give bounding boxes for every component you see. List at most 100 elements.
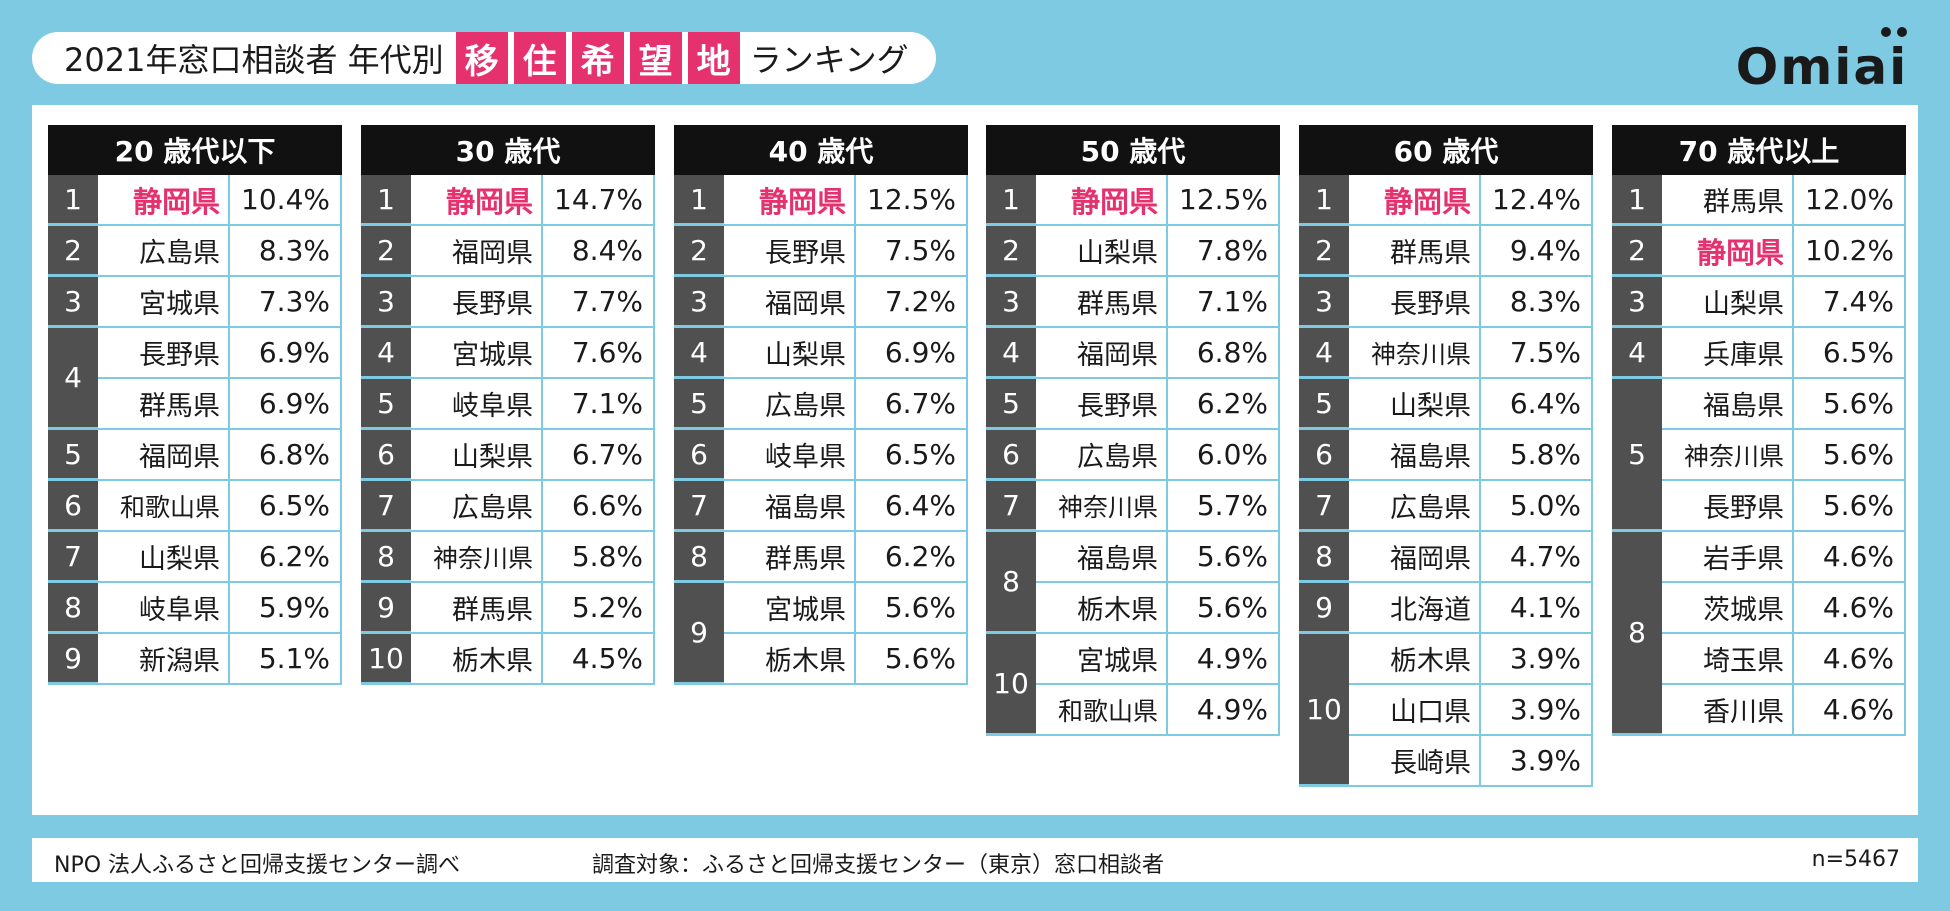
ranking-table: 30 歳代 1 静岡県 14.7% 2 福岡県 8.4% 3 長野県 7.7% 4 宮城県 7.6% 5 岐… xyxy=(361,125,655,685)
title-prefix: 2021年窓口相談者 年代別 xyxy=(64,41,444,79)
percentage-cell: 5.6% xyxy=(1168,583,1280,634)
rank-cell: 6 xyxy=(361,430,411,481)
rank-cell: 1 xyxy=(986,175,1036,226)
highlight-char: 移 xyxy=(455,32,508,84)
percentage-cell: 10.4% xyxy=(230,175,342,226)
percentage-cell: 10.2% xyxy=(1794,226,1906,277)
prefecture-cell: 栃木県 xyxy=(1349,634,1481,685)
ranking-table: 60 歳代 1 静岡県 12.4% 2 群馬県 9.4% 3 長野県 8.3% 4 神奈川県 7.5% 5… xyxy=(1299,125,1593,787)
rank-cell: 4 xyxy=(1612,328,1662,379)
percentage-cell: 6.8% xyxy=(230,430,342,481)
percentage-cell: 6.7% xyxy=(856,379,968,430)
prefecture-cell: 福島県 xyxy=(724,481,856,532)
percentage-cell: 6.9% xyxy=(230,379,342,430)
prefecture-cell: 和歌山県 xyxy=(98,481,230,532)
prefecture-cell: 神奈川県 xyxy=(1662,430,1794,481)
rank-cell: 2 xyxy=(48,226,98,277)
highlight-char: 地 xyxy=(687,32,740,84)
table-body: 1 静岡県 14.7% 2 福岡県 8.4% 3 長野県 7.7% 4 宮城県 7.6% 5 岐阜県 7.1… xyxy=(361,175,655,685)
footer: NPO 法人ふるさと回帰支援センター調べ 調査対象：ふるさと回帰支援センター（東… xyxy=(32,838,1918,882)
percentage-cell: 12.5% xyxy=(856,175,968,226)
rank-cell: 10 xyxy=(986,634,1036,736)
prefecture-cell: 山口県 xyxy=(1349,685,1481,736)
prefecture-cell: 静岡県 xyxy=(1036,175,1168,226)
rank-cell: 4 xyxy=(1299,328,1349,379)
prefecture-cell: 新潟県 xyxy=(98,634,230,685)
prefecture-cell: 神奈川県 xyxy=(1349,328,1481,379)
rank-cell: 2 xyxy=(1299,226,1349,277)
rank-cell: 2 xyxy=(361,226,411,277)
rank-cell: 9 xyxy=(48,634,98,685)
percentage-cell: 6.4% xyxy=(1481,379,1593,430)
rank-cell: 8 xyxy=(48,583,98,634)
title-suffix: ランキング xyxy=(749,41,909,79)
prefecture-cell: 山梨県 xyxy=(1349,379,1481,430)
prefecture-cell: 神奈川県 xyxy=(1036,481,1168,532)
prefecture-cell: 静岡県 xyxy=(724,175,856,226)
prefecture-cell: 福島県 xyxy=(1349,430,1481,481)
footer-target: 調査対象：ふるさと回帰支援センター（東京）窓口相談者 xyxy=(592,853,1165,878)
prefecture-cell: 岐阜県 xyxy=(98,583,230,634)
prefecture-cell: 栃木県 xyxy=(1036,583,1168,634)
percentage-cell: 6.0% xyxy=(1168,430,1280,481)
table-body: 1 静岡県 12.5% 2 長野県 7.5% 3 福岡県 7.2% 4 山梨県 6.9% 5 広島県 6.7… xyxy=(674,175,968,685)
prefecture-cell: 広島県 xyxy=(1036,430,1168,481)
rank-cell: 6 xyxy=(48,481,98,532)
rank-cell: 4 xyxy=(361,328,411,379)
prefecture-cell: 長野県 xyxy=(411,277,543,328)
ranking-table: 20 歳代以下 1 静岡県 10.4% 2 広島県 8.3% 3 宮城県 7.3% 4 長野県 6.9%… xyxy=(48,125,342,685)
percentage-cell: 5.6% xyxy=(1794,430,1906,481)
percentage-cell: 5.9% xyxy=(230,583,342,634)
percentage-cell: 4.6% xyxy=(1794,532,1906,583)
table-body: 1 静岡県 12.5% 2 山梨県 7.8% 3 群馬県 7.1% 4 福岡県 6.8% 5 長野県 6.2… xyxy=(986,175,1280,736)
percentage-cell: 6.7% xyxy=(543,430,655,481)
table-header: 50 歳代 xyxy=(986,125,1280,175)
logo-dot-icon xyxy=(1881,27,1907,37)
rank-cell: 5 xyxy=(1299,379,1349,430)
rank-cell: 3 xyxy=(1299,277,1349,328)
table-body: 1 群馬県 12.0% 2 静岡県 10.2% 3 山梨県 7.4% 4 兵庫県 6.5% 5 福島県 5.… xyxy=(1612,175,1906,736)
percentage-cell: 4.9% xyxy=(1168,634,1280,685)
percentage-cell: 8.3% xyxy=(1481,277,1593,328)
percentage-cell: 4.5% xyxy=(543,634,655,685)
table-body: 1 静岡県 12.4% 2 群馬県 9.4% 3 長野県 8.3% 4 神奈川県 7.5% 5 山梨県 6.… xyxy=(1299,175,1593,787)
rank-cell: 3 xyxy=(986,277,1036,328)
footer-source: NPO 法人ふるさと回帰支援センター調べ xyxy=(54,853,461,878)
percentage-cell: 7.7% xyxy=(543,277,655,328)
rank-cell: 4 xyxy=(986,328,1036,379)
prefecture-cell: 広島県 xyxy=(724,379,856,430)
rank-cell: 7 xyxy=(361,481,411,532)
percentage-cell: 5.1% xyxy=(230,634,342,685)
prefecture-cell: 福岡県 xyxy=(411,226,543,277)
rank-cell: 5 xyxy=(361,379,411,430)
rank-cell: 5 xyxy=(1612,379,1662,532)
percentage-cell: 7.4% xyxy=(1794,277,1906,328)
prefecture-cell: 福島県 xyxy=(1036,532,1168,583)
prefecture-cell: 長野県 xyxy=(98,328,230,379)
title-highlight: 移 住 希 望 地 xyxy=(455,32,740,84)
percentage-cell: 6.5% xyxy=(1794,328,1906,379)
rank-cell: 8 xyxy=(1299,532,1349,583)
rank-cell: 8 xyxy=(986,532,1036,634)
rank-cell: 7 xyxy=(674,481,724,532)
percentage-cell: 5.6% xyxy=(1794,481,1906,532)
prefecture-cell: 栃木県 xyxy=(724,634,856,685)
highlight-char: 望 xyxy=(629,32,682,84)
percentage-cell: 3.9% xyxy=(1481,736,1593,787)
prefecture-cell: 福岡県 xyxy=(1349,532,1481,583)
percentage-cell: 6.5% xyxy=(856,430,968,481)
rank-cell: 3 xyxy=(674,277,724,328)
highlight-char: 希 xyxy=(571,32,624,84)
rank-cell: 7 xyxy=(48,532,98,583)
highlight-char: 住 xyxy=(513,32,566,84)
footer-sample: n=5467 xyxy=(1811,847,1900,872)
prefecture-cell: 群馬県 xyxy=(724,532,856,583)
percentage-cell: 7.1% xyxy=(1168,277,1280,328)
rank-cell: 5 xyxy=(674,379,724,430)
rank-cell: 5 xyxy=(48,430,98,481)
rank-cell: 1 xyxy=(48,175,98,226)
prefecture-cell: 岐阜県 xyxy=(411,379,543,430)
prefecture-cell: 群馬県 xyxy=(411,583,543,634)
prefecture-cell: 山梨県 xyxy=(1036,226,1168,277)
prefecture-cell: 山梨県 xyxy=(1662,277,1794,328)
